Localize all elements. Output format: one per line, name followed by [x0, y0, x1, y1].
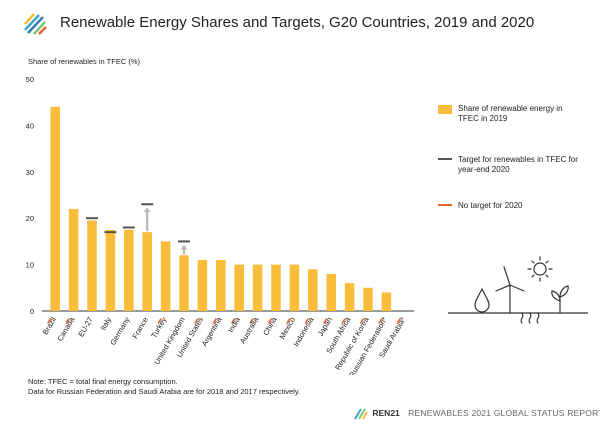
bar	[50, 106, 60, 311]
no-target-marker	[323, 318, 328, 324]
x-tick-label: Canada	[55, 315, 76, 343]
bar	[160, 241, 171, 311]
y-tick-label: 50	[26, 75, 34, 84]
report-logo-icon	[24, 13, 47, 35]
no-target-marker	[47, 318, 52, 324]
footer: REN21 RENEWABLES 2021 GLOBAL STATUS REPO…	[354, 408, 600, 420]
no-target-marker	[304, 318, 309, 324]
bar	[363, 287, 373, 311]
bar	[216, 259, 226, 311]
no-target-marker	[359, 318, 365, 324]
note-line-data-years: Data for Russian Federation and Saudi Ar…	[28, 387, 301, 396]
x-tick-label: Australia	[238, 315, 261, 345]
x-tick-label: Italy	[98, 315, 113, 332]
x-tick-label: France	[130, 316, 149, 341]
legend-label-target: Target for renewables in TFEC for year-e…	[458, 155, 578, 174]
footer-report-name: RENEWABLES 2021 GLOBAL STATUS REPORT	[408, 408, 600, 419]
no-target-marker	[231, 318, 236, 324]
legend-swatch-target	[438, 158, 452, 160]
chart-note: Note: TFEC = total final energy consumpt…	[28, 377, 328, 397]
renewable-landscape-icon	[448, 256, 588, 324]
no-target-marker	[267, 318, 273, 324]
no-target-marker	[212, 318, 217, 324]
no-target-marker	[341, 318, 346, 324]
bar	[234, 264, 244, 311]
legend-swatch-bar	[438, 105, 452, 114]
bar	[68, 208, 79, 311]
legend-label-share: Share of renewable energy in TFEC in 201…	[458, 104, 563, 123]
x-tick-label: Turkey	[149, 315, 168, 339]
x-tick-label: Japan	[316, 316, 334, 338]
legend-swatch-no-target	[438, 204, 452, 206]
y-tick-label: 30	[26, 168, 34, 177]
bar	[105, 229, 116, 311]
bar	[289, 264, 300, 311]
no-target-marker	[286, 318, 291, 324]
x-tick-label: Mexico	[277, 316, 297, 341]
y-tick-label: 10	[26, 261, 34, 270]
note-line-tfec: Note: TFEC = total final energy consumpt…	[28, 377, 178, 386]
bar	[271, 264, 281, 311]
x-tick-label: EU-27	[76, 316, 94, 339]
bar	[308, 269, 318, 311]
x-tick-label: Brazil	[41, 315, 58, 336]
no-target-marker	[65, 318, 70, 324]
bar	[179, 255, 189, 311]
ren21-logo-icon	[354, 408, 368, 420]
no-target-marker	[396, 318, 401, 324]
y-axis-label: Share of renewables in TFEC (%)	[28, 57, 140, 66]
target-arrow-head	[180, 244, 188, 250]
no-target-marker	[378, 318, 383, 324]
footer-brand: REN21	[372, 408, 400, 419]
bar	[142, 232, 152, 311]
bar	[326, 273, 336, 311]
y-tick-label: 20	[26, 214, 34, 223]
bar	[124, 229, 134, 311]
bar	[87, 220, 97, 311]
x-tick-label: India	[226, 315, 242, 334]
no-target-marker	[249, 318, 254, 324]
bar	[344, 283, 355, 311]
x-tick-label: China	[261, 315, 279, 337]
y-tick-label: 0	[30, 307, 34, 316]
no-target-marker	[194, 318, 199, 324]
bar	[197, 259, 208, 311]
legend-label-no-target: No target for 2020	[458, 201, 523, 210]
target-arrow-head	[143, 207, 151, 213]
y-tick-label: 40	[26, 121, 34, 130]
no-target-marker	[157, 318, 162, 324]
chart-title: Renewable Energy Shares and Targets, G20…	[60, 14, 535, 31]
bar	[381, 292, 392, 311]
bar	[252, 264, 263, 311]
